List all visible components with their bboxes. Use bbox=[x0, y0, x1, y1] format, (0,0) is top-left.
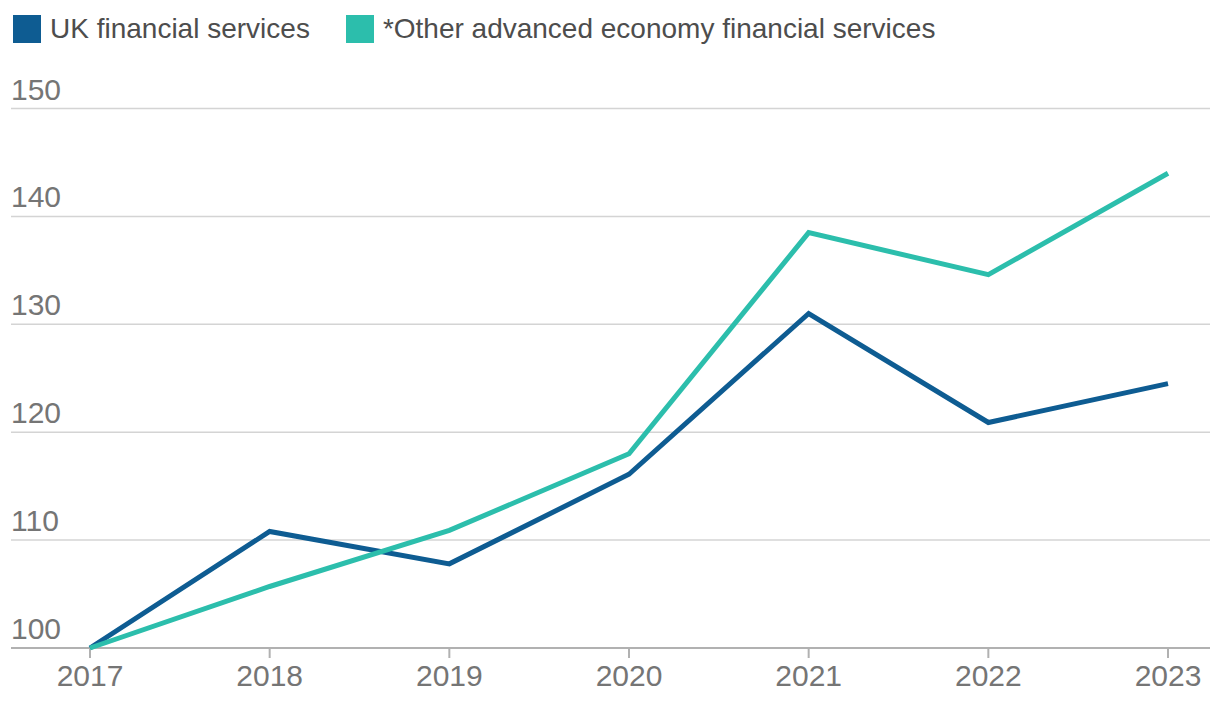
y-tick-label-140: 140 bbox=[11, 180, 61, 213]
x-tick-label-2017: 2017 bbox=[57, 659, 124, 692]
x-tick-label-2021: 2021 bbox=[775, 659, 842, 692]
x-tick-label-2022: 2022 bbox=[955, 659, 1022, 692]
y-tick-label-110: 110 bbox=[11, 504, 59, 537]
y-tick-label-100: 100 bbox=[11, 612, 61, 645]
line-chart: 100 110 120 130 140 150 2017 2018 2019 2020 2021 20… bbox=[0, 0, 1220, 706]
legend-label-other: *Other advanced economy financial servic… bbox=[383, 14, 936, 45]
chart-legend: UK financial services *Other advanced ec… bbox=[13, 14, 935, 45]
y-tick-label-120: 120 bbox=[11, 396, 61, 429]
series-line-1 bbox=[90, 173, 1168, 648]
x-tick-label-2018: 2018 bbox=[236, 659, 303, 692]
x-tick-label-2023: 2023 bbox=[1135, 659, 1202, 692]
legend-swatch-other-icon bbox=[346, 15, 374, 43]
legend-label-uk: UK financial services bbox=[50, 14, 310, 45]
x-tick-label-2019: 2019 bbox=[416, 659, 483, 692]
legend-item-uk-financial-services: UK financial services bbox=[13, 14, 310, 45]
chart-canvas: UK financial services *Other advanced ec… bbox=[0, 0, 1220, 706]
series-line-0 bbox=[90, 314, 1168, 648]
legend-swatch-uk-icon bbox=[13, 15, 41, 43]
x-tick-label-2020: 2020 bbox=[596, 659, 663, 692]
y-tick-label-130: 130 bbox=[11, 288, 61, 321]
legend-item-other-advanced-economies: *Other advanced economy financial servic… bbox=[346, 14, 936, 45]
y-tick-label-150: 150 bbox=[11, 73, 61, 106]
